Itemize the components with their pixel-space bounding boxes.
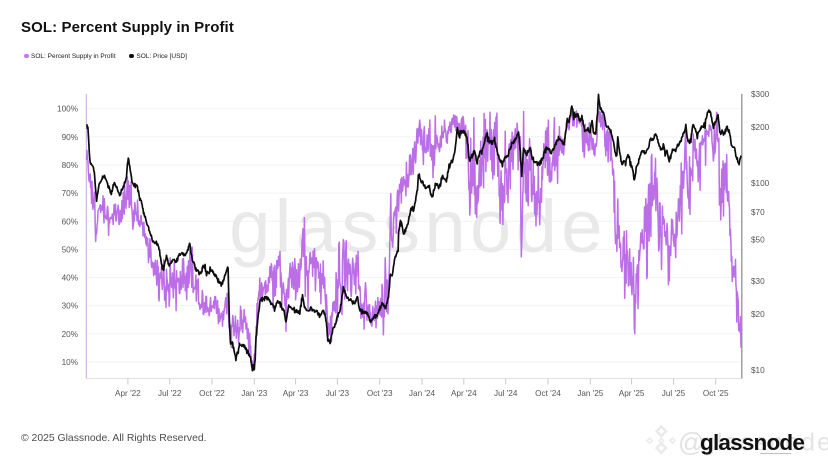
svg-text:60%: 60% — [62, 217, 78, 226]
svg-text:$70: $70 — [751, 208, 765, 217]
svg-text:90%: 90% — [62, 133, 78, 142]
svg-text:Oct '25: Oct '25 — [703, 389, 729, 398]
svg-text:$10: $10 — [751, 366, 765, 375]
svg-text:30%: 30% — [62, 302, 78, 311]
svg-text:$100: $100 — [751, 179, 770, 188]
svg-text:Jul '24: Jul '24 — [494, 389, 518, 398]
svg-text:10%: 10% — [62, 358, 78, 367]
svg-text:$30: $30 — [751, 277, 765, 286]
svg-text:Jul '23: Jul '23 — [326, 389, 350, 398]
svg-text:100%: 100% — [57, 105, 78, 114]
svg-text:Apr '24: Apr '24 — [451, 389, 477, 398]
svg-text:Oct '22: Oct '22 — [199, 389, 225, 398]
svg-text:40%: 40% — [62, 274, 78, 283]
svg-text:$300: $300 — [751, 90, 770, 99]
svg-text:Jul '25: Jul '25 — [662, 389, 686, 398]
svg-text:Jan '24: Jan '24 — [409, 389, 436, 398]
svg-text:$50: $50 — [751, 235, 765, 244]
svg-text:70%: 70% — [62, 189, 78, 198]
svg-text:glassnode: glassnode — [701, 429, 828, 457]
svg-text:80%: 80% — [62, 161, 78, 170]
svg-text:$20: $20 — [751, 310, 765, 319]
svg-text:Jan '23: Jan '23 — [241, 389, 268, 398]
svg-text:@: @ — [678, 427, 704, 457]
svg-text:50%: 50% — [62, 245, 78, 254]
svg-text:Oct '24: Oct '24 — [535, 389, 561, 398]
svg-text:Apr '25: Apr '25 — [619, 389, 645, 398]
svg-text:Oct '23: Oct '23 — [367, 389, 393, 398]
svg-text:Apr '23: Apr '23 — [283, 389, 309, 398]
svg-text:Jul '22: Jul '22 — [158, 389, 182, 398]
svg-text:$200: $200 — [751, 123, 770, 132]
svg-text:20%: 20% — [62, 330, 78, 339]
svg-text:glassnode: glassnode — [700, 430, 804, 455]
svg-text:Apr '22: Apr '22 — [115, 389, 141, 398]
svg-text:Jan '25: Jan '25 — [577, 389, 604, 398]
